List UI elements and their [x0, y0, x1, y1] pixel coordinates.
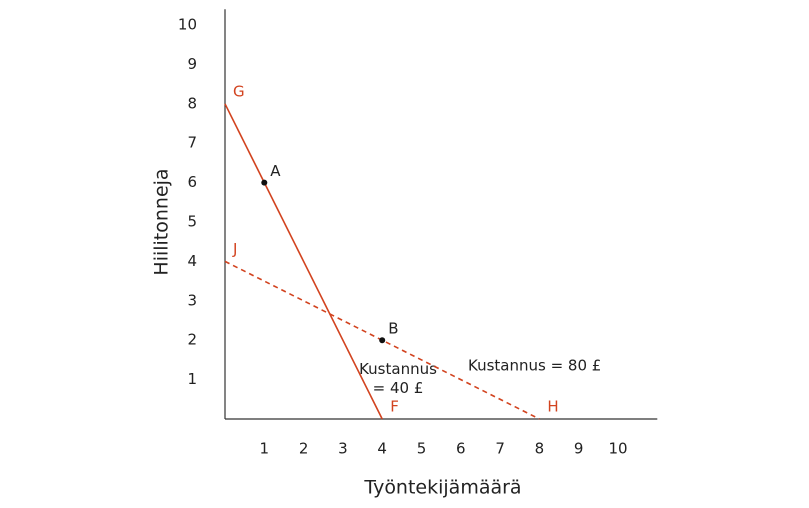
point	[379, 337, 386, 344]
x-axis-title: Työntekijämäärä	[363, 477, 521, 499]
y-tick-label: 2	[187, 331, 197, 349]
y-tick-label: 8	[187, 94, 197, 112]
y-tick-label: 6	[187, 173, 197, 191]
endpoint-label: H	[547, 398, 558, 416]
x-tick-label: 4	[377, 440, 387, 458]
endpoint-label: J	[232, 240, 237, 258]
series-label: Kustannus = 80 £	[468, 357, 601, 375]
y-tick-label: 1	[187, 370, 197, 388]
x-tick-label: 6	[456, 440, 466, 458]
y-tick-label: 9	[187, 55, 197, 73]
x-tick-label: 9	[574, 440, 584, 458]
x-tick-label: 8	[535, 440, 545, 458]
endpoint-label: G	[233, 82, 245, 100]
y-axis-title: Hiilitonneja	[151, 168, 173, 275]
x-tick-label: 7	[495, 440, 505, 458]
y-tick-label: 4	[187, 252, 197, 270]
y-tick-label: 7	[187, 134, 197, 152]
x-tick-label: 2	[299, 440, 309, 458]
y-tick-label: 5	[187, 213, 197, 231]
series-label: Kustannus = 40 £	[359, 360, 437, 397]
y-tick-label: 10	[178, 16, 197, 34]
point	[261, 179, 268, 186]
point-label: B	[388, 320, 398, 338]
x-tick-label: 1	[260, 440, 270, 458]
cost-line	[224, 103, 383, 420]
point-label: A	[270, 162, 281, 180]
x-tick-label: 3	[338, 440, 348, 458]
x-tick-label: 5	[417, 440, 427, 458]
endpoint-label: F	[390, 398, 399, 416]
x-tick-label: 10	[608, 440, 627, 458]
y-tick-label: 3	[187, 291, 197, 309]
